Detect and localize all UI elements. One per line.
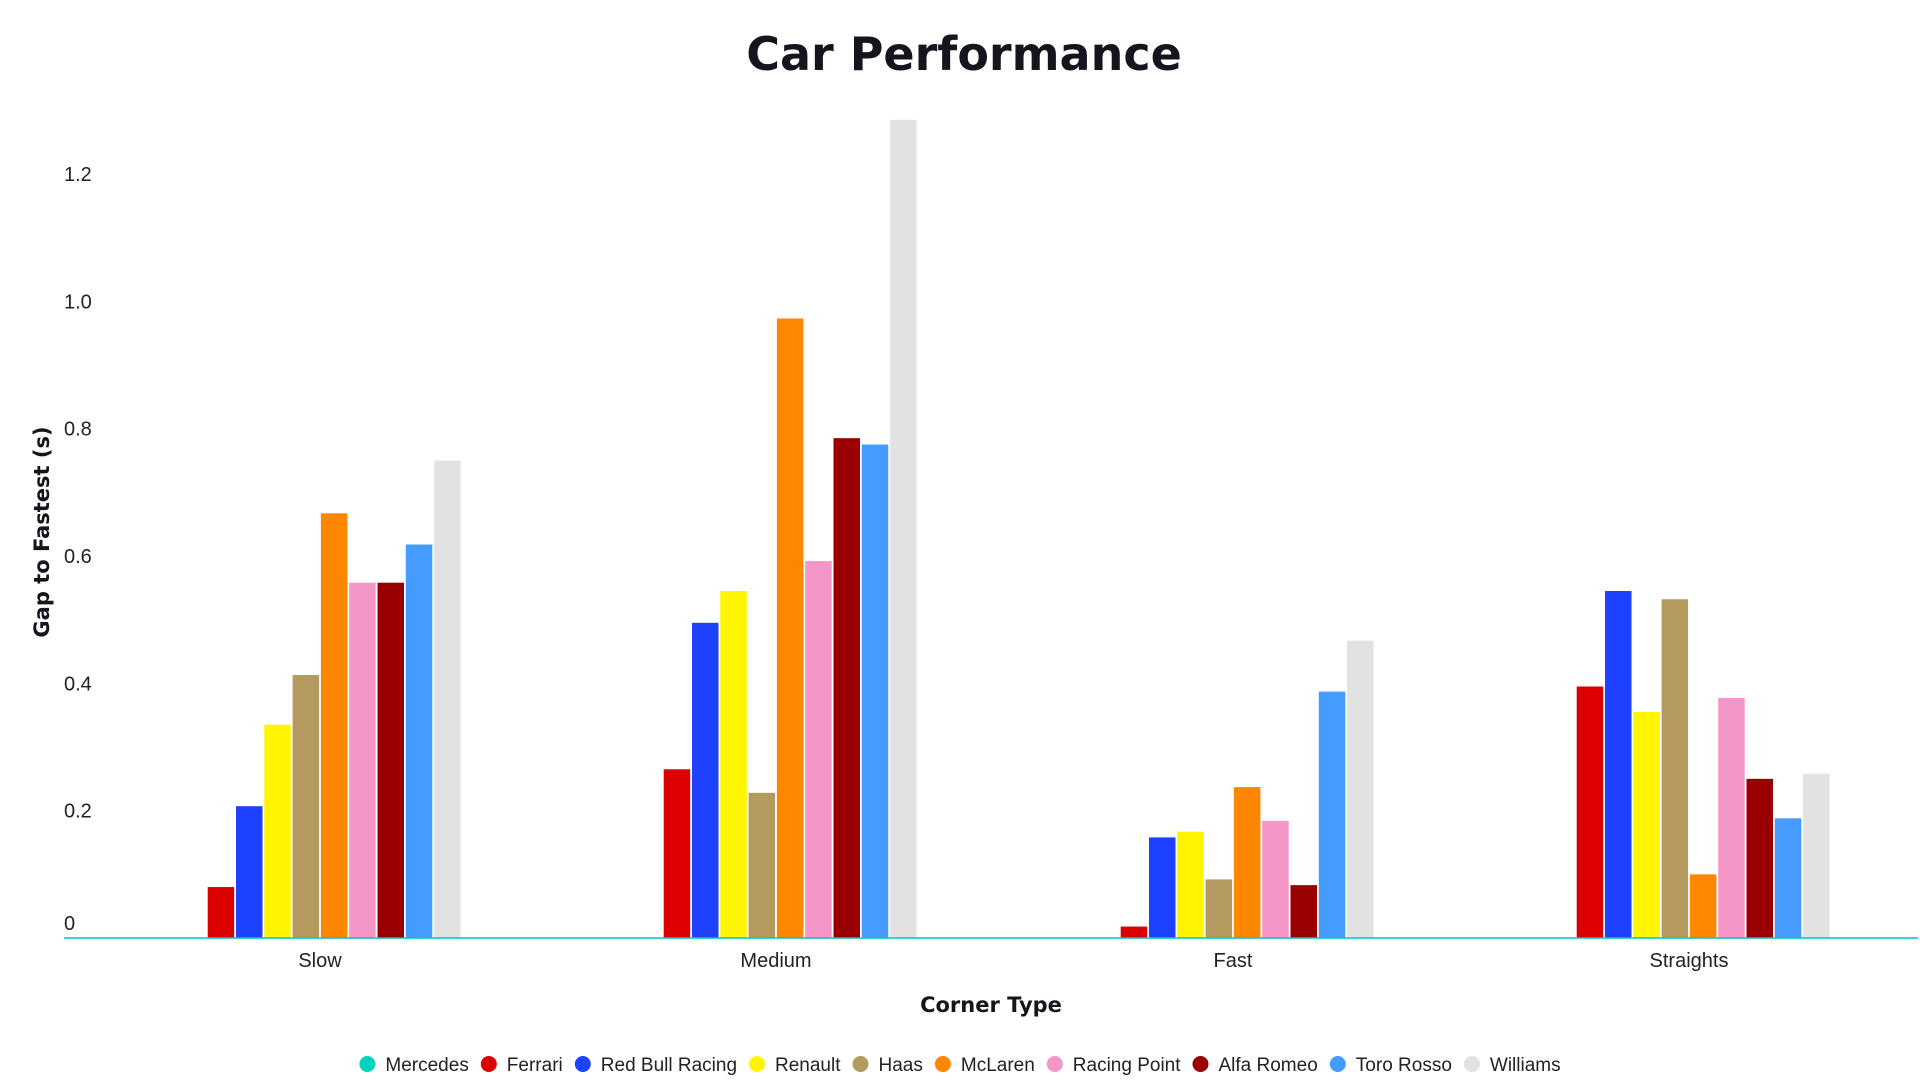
x-tick-label: Straights bbox=[1650, 950, 1729, 972]
y-tick-label: 0.8 bbox=[64, 419, 92, 441]
bar-alfa-romeo-fast[interactable] bbox=[1290, 885, 1318, 938]
legend-item-toro-rosso[interactable]: Toro Rosso bbox=[1329, 1055, 1452, 1076]
legend-marker bbox=[359, 1056, 376, 1072]
y-axis-label: Gap to Fastest (s) bbox=[30, 426, 54, 637]
legend-item-renault[interactable]: Renault bbox=[749, 1055, 841, 1076]
legend-label: Haas bbox=[879, 1055, 923, 1076]
y-tick-label: 0.6 bbox=[64, 546, 92, 568]
legend-item-mercedes[interactable]: Mercedes bbox=[359, 1055, 469, 1076]
bar-mclaren-straights[interactable] bbox=[1689, 874, 1717, 938]
bar-toro-rosso-straights[interactable] bbox=[1774, 818, 1802, 938]
y-tick-label: 0 bbox=[64, 913, 75, 935]
y-tick-label: 1.0 bbox=[64, 291, 92, 313]
legend-label: Mercedes bbox=[385, 1055, 468, 1076]
legend-item-williams[interactable]: Williams bbox=[1463, 1055, 1561, 1076]
legend-marker bbox=[1463, 1056, 1480, 1072]
bar-red-bull-racing-fast[interactable] bbox=[1149, 837, 1176, 938]
bar-toro-rosso-fast[interactable] bbox=[1318, 691, 1346, 938]
bar-haas-fast[interactable] bbox=[1205, 879, 1233, 938]
bars-group bbox=[207, 119, 1830, 939]
x-tick-label: Medium bbox=[740, 950, 811, 972]
legend-marker bbox=[1192, 1056, 1209, 1072]
bar-mclaren-fast[interactable] bbox=[1233, 787, 1261, 938]
legend-label: Alfa Romeo bbox=[1219, 1055, 1318, 1076]
bar-williams-fast[interactable] bbox=[1347, 640, 1374, 938]
bar-toro-rosso-medium[interactable] bbox=[861, 444, 889, 938]
legend-label: Ferrari bbox=[507, 1055, 563, 1076]
x-axis-label: Corner Type bbox=[920, 993, 1062, 1017]
legend-marker bbox=[574, 1056, 591, 1072]
x-tick-label: Slow bbox=[298, 950, 342, 972]
bar-renault-straights[interactable] bbox=[1633, 711, 1660, 938]
legend-marker bbox=[749, 1056, 765, 1072]
bar-williams-medium[interactable] bbox=[890, 119, 917, 938]
legend-marker bbox=[934, 1056, 951, 1072]
legend-marker bbox=[1329, 1056, 1346, 1072]
legend-item-haas[interactable]: Haas bbox=[852, 1055, 923, 1076]
legend-marker bbox=[480, 1056, 497, 1072]
bar-red-bull-racing-straights[interactable] bbox=[1605, 590, 1632, 938]
legend-label: Toro Rosso bbox=[1356, 1055, 1452, 1076]
bar-toro-rosso-slow[interactable] bbox=[405, 544, 433, 938]
bar-ferrari-straights[interactable] bbox=[1576, 686, 1604, 939]
bar-racing-point-straights[interactable] bbox=[1718, 697, 1745, 938]
legend-item-mclaren[interactable]: McLaren bbox=[934, 1055, 1035, 1076]
legend-marker bbox=[1046, 1056, 1063, 1072]
bar-racing-point-slow[interactable] bbox=[349, 582, 376, 938]
legend-item-red-bull-racing[interactable]: Red Bull Racing bbox=[574, 1055, 737, 1076]
bar-mclaren-slow[interactable] bbox=[320, 513, 348, 938]
bar-haas-medium[interactable] bbox=[748, 792, 776, 938]
bar-ferrari-medium[interactable] bbox=[663, 769, 691, 938]
bar-renault-medium[interactable] bbox=[720, 590, 747, 938]
legend-label: McLaren bbox=[961, 1055, 1035, 1076]
bar-mclaren-medium[interactable] bbox=[776, 318, 804, 939]
bar-racing-point-fast[interactable] bbox=[1262, 820, 1289, 938]
legend-item-racing-point[interactable]: Racing Point bbox=[1046, 1055, 1181, 1076]
legend-marker bbox=[852, 1056, 869, 1072]
bar-williams-slow[interactable] bbox=[434, 460, 461, 938]
legend-label: Williams bbox=[1490, 1055, 1561, 1076]
y-tick-label: 1.2 bbox=[64, 164, 92, 186]
y-tick-label: 0.2 bbox=[64, 801, 92, 823]
legend-item-ferrari[interactable]: Ferrari bbox=[480, 1055, 563, 1076]
bar-alfa-romeo-straights[interactable] bbox=[1746, 778, 1774, 938]
legend-label: Renault bbox=[775, 1055, 841, 1076]
y-tick-label: 0.4 bbox=[64, 673, 92, 695]
chart-title: Car Performance bbox=[746, 27, 1182, 81]
x-tick-label: Fast bbox=[1214, 950, 1253, 972]
legend-label: Racing Point bbox=[1073, 1055, 1181, 1076]
bar-red-bull-racing-medium[interactable] bbox=[692, 622, 719, 938]
bar-williams-straights[interactable] bbox=[1803, 773, 1830, 938]
legend[interactable]: Mercedes Ferrari Red Bull Racing Renault Haa… bbox=[359, 1055, 1561, 1076]
bar-alfa-romeo-slow[interactable] bbox=[377, 582, 405, 938]
bar-renault-slow[interactable] bbox=[264, 724, 291, 938]
bar-red-bull-racing-slow[interactable] bbox=[236, 806, 263, 938]
bar-racing-point-medium[interactable] bbox=[805, 561, 832, 938]
x-axis-ticks: Slow Medium Fast Straights bbox=[298, 950, 1728, 972]
y-axis-ticks: 0 0.2 0.4 0.6 0.8 1.0 1.2 bbox=[64, 164, 92, 935]
legend-item-alfa-romeo[interactable]: Alfa Romeo bbox=[1192, 1055, 1318, 1076]
bar-haas-straights[interactable] bbox=[1661, 599, 1689, 938]
bar-ferrari-fast[interactable] bbox=[1120, 926, 1148, 938]
bar-ferrari-slow[interactable] bbox=[207, 887, 235, 938]
legend-label: Red Bull Racing bbox=[601, 1055, 737, 1076]
bar-haas-slow[interactable] bbox=[292, 675, 320, 938]
bar-alfa-romeo-medium[interactable] bbox=[833, 438, 861, 938]
bar-renault-fast[interactable] bbox=[1177, 831, 1204, 938]
